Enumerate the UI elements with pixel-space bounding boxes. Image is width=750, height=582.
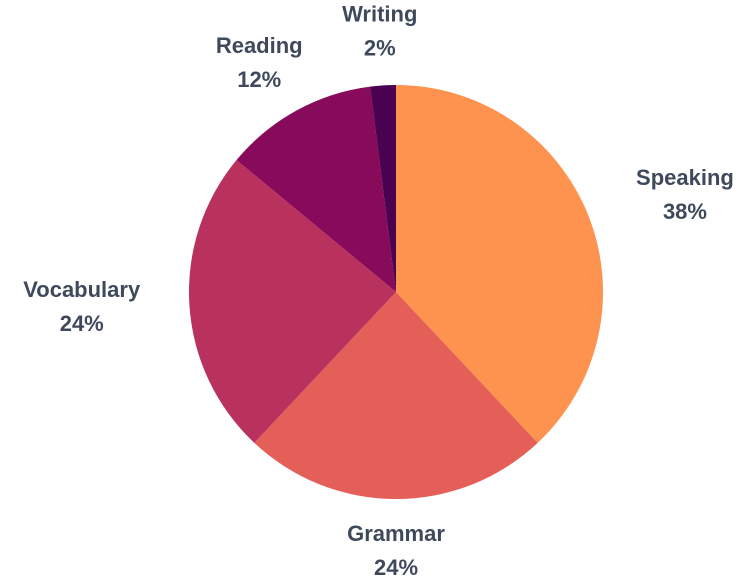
slice-label: Reading	[216, 33, 303, 58]
slice-value-label: 24%	[60, 311, 104, 336]
slice-value-label: 2%	[364, 35, 396, 60]
slice-label: Speaking	[636, 165, 734, 190]
pie-slice	[370, 85, 396, 292]
slice-label: Writing	[342, 1, 417, 26]
slice-value-label: 12%	[237, 67, 281, 92]
slice-value-label: 38%	[663, 199, 707, 224]
pie-slice	[188, 160, 396, 443]
slice-value-label: 24%	[374, 555, 418, 580]
slice-label: Vocabulary	[23, 277, 141, 302]
pie-slice	[396, 85, 604, 443]
slice-label: Grammar	[347, 521, 445, 546]
pie-slice	[254, 292, 538, 500]
pie-slice	[236, 86, 396, 292]
